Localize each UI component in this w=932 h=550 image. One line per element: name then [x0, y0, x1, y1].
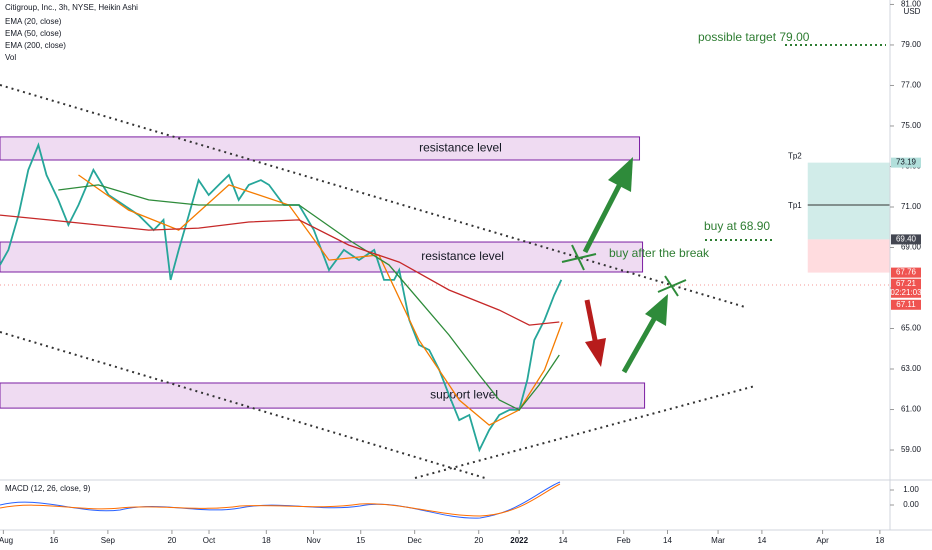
- x-tick-label: Nov: [306, 536, 320, 545]
- x-tick-label: Aug: [0, 536, 13, 545]
- price-label: 67.11: [896, 300, 916, 309]
- countdown-bg: [891, 287, 921, 298]
- y-tick-label: 63.00: [901, 364, 922, 373]
- zone-label: support level: [430, 388, 498, 402]
- legend-entry: EMA (20, close): [5, 17, 62, 26]
- x-tick-label: Mar: [711, 536, 725, 545]
- trend-line: [0, 331, 486, 479]
- x-tick-label: 14: [663, 536, 672, 545]
- loss-zone: [807, 239, 890, 273]
- y-tick-label: 77.00: [901, 81, 922, 90]
- price-label-bg: [891, 234, 921, 245]
- x-tick-label: Oct: [203, 536, 216, 545]
- legend-entry: EMA (200, close): [5, 41, 66, 50]
- macd-label: MACD (12, 26, close, 9): [5, 484, 91, 493]
- y-tick-label: 65.00: [901, 324, 922, 333]
- x-tick-label: 14: [757, 536, 766, 545]
- legend-entry: Vol: [5, 53, 16, 62]
- x-tick-label: 16: [49, 536, 58, 545]
- zone: [0, 241, 644, 273]
- x-tick-label: 18: [875, 536, 884, 545]
- countdown: 02:21:03: [890, 288, 922, 297]
- cross-mark: [561, 244, 687, 297]
- x-tick-label: Dec: [408, 536, 422, 545]
- title: Citigroup, Inc., 3h, NYSE, Heikin Ashi: [5, 3, 138, 12]
- zone-label: resistance level: [419, 141, 502, 155]
- price-label-bg: [891, 157, 921, 168]
- x-tick-label: Sep: [101, 536, 116, 545]
- legend-entry: EMA (50, close): [5, 29, 62, 38]
- arrow: [621, 294, 668, 374]
- price-label-bg: [891, 267, 921, 278]
- price-label-bg: [891, 299, 921, 310]
- macd-line: [0, 481, 561, 519]
- tp-label: Tp2: [788, 152, 802, 161]
- price-label: 69.40: [896, 235, 917, 244]
- profit-zone: [807, 162, 890, 240]
- y-tick-label: 69.00: [901, 243, 922, 252]
- y-tick-label: 75.00: [901, 121, 922, 130]
- ema-line: [58, 184, 560, 411]
- zones: resistance level resistance level support …: [0, 136, 890, 409]
- price-label: 73.19: [896, 158, 917, 167]
- x-tick-label: Apr: [816, 536, 829, 545]
- y-tick-label: 81.00: [901, 0, 922, 9]
- annotation: possible target 79.00: [698, 30, 810, 44]
- y-tick-label: 71.00: [901, 202, 922, 211]
- x-tick-label: 20: [474, 536, 483, 545]
- zone-label: resistance level: [421, 249, 504, 263]
- currency: USD: [904, 7, 921, 16]
- macd-tick-label: 0.00: [903, 500, 919, 509]
- price-label: 67.21: [896, 279, 917, 288]
- x-tick-label: 18: [262, 536, 271, 545]
- arrow: [582, 157, 633, 254]
- y-tick-label: 79.00: [901, 40, 922, 49]
- x-tick-label: 20: [167, 536, 176, 545]
- x-tick-label: Feb: [617, 536, 631, 545]
- y-tick-label: 59.00: [901, 445, 922, 454]
- zone: [0, 136, 641, 161]
- price-label: 67.76: [896, 268, 917, 277]
- y-tick-label: 61.00: [901, 405, 922, 414]
- x-tick-label: 15: [356, 536, 365, 545]
- macd-tick-label: 1.00: [903, 485, 919, 494]
- x-tick-label: 2022: [510, 536, 528, 545]
- tp-label: Tp1: [788, 201, 802, 210]
- annotation: buy at 68.90: [704, 219, 770, 233]
- x-tick-label: 14: [559, 536, 568, 545]
- ema-line: [0, 214, 560, 326]
- zone: [0, 382, 646, 409]
- arrow: [584, 299, 606, 367]
- signal-line: [0, 483, 561, 517]
- price-label-bg: [891, 278, 921, 289]
- series: [0, 142, 563, 453]
- annotation: buy after the break: [609, 246, 710, 260]
